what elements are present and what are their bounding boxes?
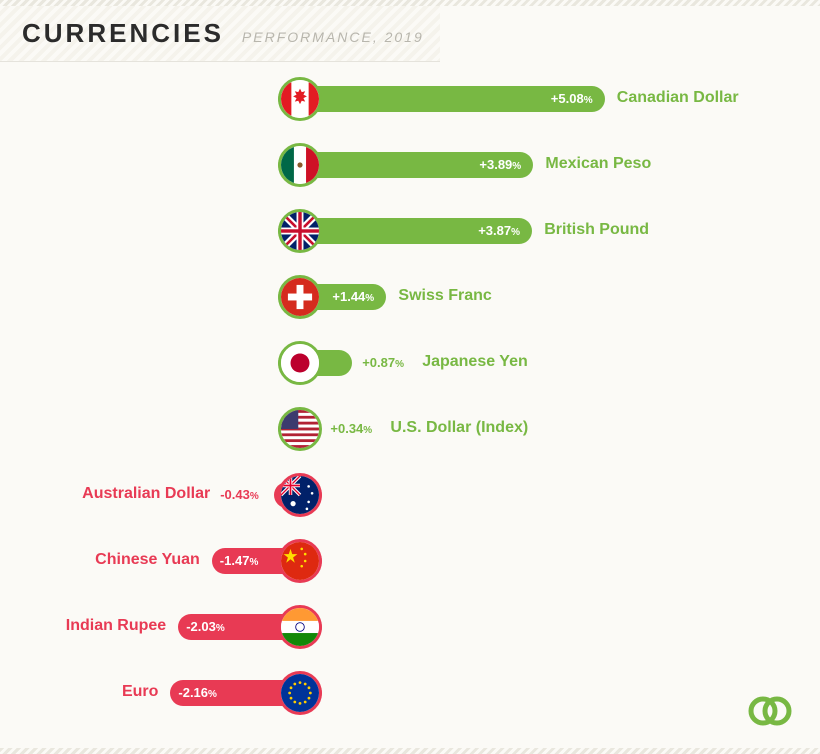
value-number: -1.47 (220, 553, 250, 568)
currency-row: +3.89% Mexican Peso (0, 140, 820, 190)
currency-row: +0.87% Japanese Yen (0, 338, 820, 388)
usa-flag-icon (278, 407, 322, 451)
currency-row: -2.03% Indian Rupee (0, 602, 820, 652)
china-flag-icon (278, 539, 322, 583)
currency-label: Australian Dollar (82, 485, 210, 503)
value-number: +3.89 (479, 157, 512, 172)
value-number: +0.87 (362, 355, 395, 370)
percent-sign: % (363, 425, 372, 436)
value-number: +1.44 (332, 289, 365, 304)
currency-row: -2.16% Euro (0, 668, 820, 718)
currency-label: Chinese Yuan (95, 551, 200, 569)
performance-value: +3.87% (478, 223, 520, 238)
currency-label: Euro (122, 683, 158, 701)
value-number: +3.87 (478, 223, 511, 238)
currency-row: +0.34% U.S. Dollar (Index) (0, 404, 820, 454)
value-number: -2.16 (178, 685, 208, 700)
performance-value: -1.47% (220, 553, 259, 568)
japan-flag-icon (278, 341, 322, 385)
india-flag-icon (278, 605, 322, 649)
currency-label: Japanese Yen (422, 353, 528, 371)
performance-value: +1.44% (332, 289, 374, 304)
percent-sign: % (512, 161, 521, 172)
percent-sign: % (395, 359, 404, 370)
percent-sign: % (511, 227, 520, 238)
performance-value: +3.89% (479, 157, 521, 172)
switzerland-flag-icon (278, 275, 322, 319)
currency-row: -1.47% Chinese Yuan (0, 536, 820, 586)
currency-label: British Pound (544, 221, 649, 239)
value-number: -0.43 (220, 487, 250, 502)
value-number: -2.03 (186, 619, 216, 634)
top-divider (0, 0, 820, 6)
currency-row: +5.08% Canadian Dollar (0, 74, 820, 124)
performance-value: +0.87% (362, 355, 404, 370)
brand-logo-icon (748, 696, 792, 726)
australia-flag-icon (278, 473, 322, 517)
bottom-divider (0, 748, 820, 754)
performance-value: +0.34% (330, 421, 372, 436)
performance-value: -2.03% (186, 619, 225, 634)
page-title: CURRENCIES (22, 18, 224, 49)
currency-row: -0.43% Australian Dollar (0, 470, 820, 520)
uk-flag-icon (278, 209, 322, 253)
mexico-flag-icon (278, 143, 322, 187)
percent-sign: % (208, 689, 217, 700)
percent-sign: % (249, 557, 258, 568)
percent-sign: % (365, 293, 374, 304)
percent-sign: % (584, 95, 593, 106)
currency-label: U.S. Dollar (Index) (390, 419, 528, 437)
currency-label: Canadian Dollar (617, 89, 739, 107)
canada-flag-icon (278, 77, 322, 121)
performance-value: -2.16% (178, 685, 217, 700)
currency-row: +3.87% British Pound (0, 206, 820, 256)
eu-flag-icon (278, 671, 322, 715)
currency-label: Mexican Peso (545, 155, 651, 173)
performance-value: -0.43% (220, 487, 259, 502)
currency-row: +1.44% Swiss Franc (0, 272, 820, 322)
page-subtitle: PERFORMANCE, 2019 (242, 29, 424, 45)
value-number: +0.34 (330, 421, 363, 436)
performance-value: +5.08% (551, 91, 593, 106)
value-number: +5.08 (551, 91, 584, 106)
currency-label: Indian Rupee (66, 617, 166, 635)
header: CURRENCIES PERFORMANCE, 2019 (0, 0, 440, 62)
percent-sign: % (216, 623, 225, 634)
currency-label: Swiss Franc (398, 287, 491, 305)
percent-sign: % (250, 491, 259, 502)
